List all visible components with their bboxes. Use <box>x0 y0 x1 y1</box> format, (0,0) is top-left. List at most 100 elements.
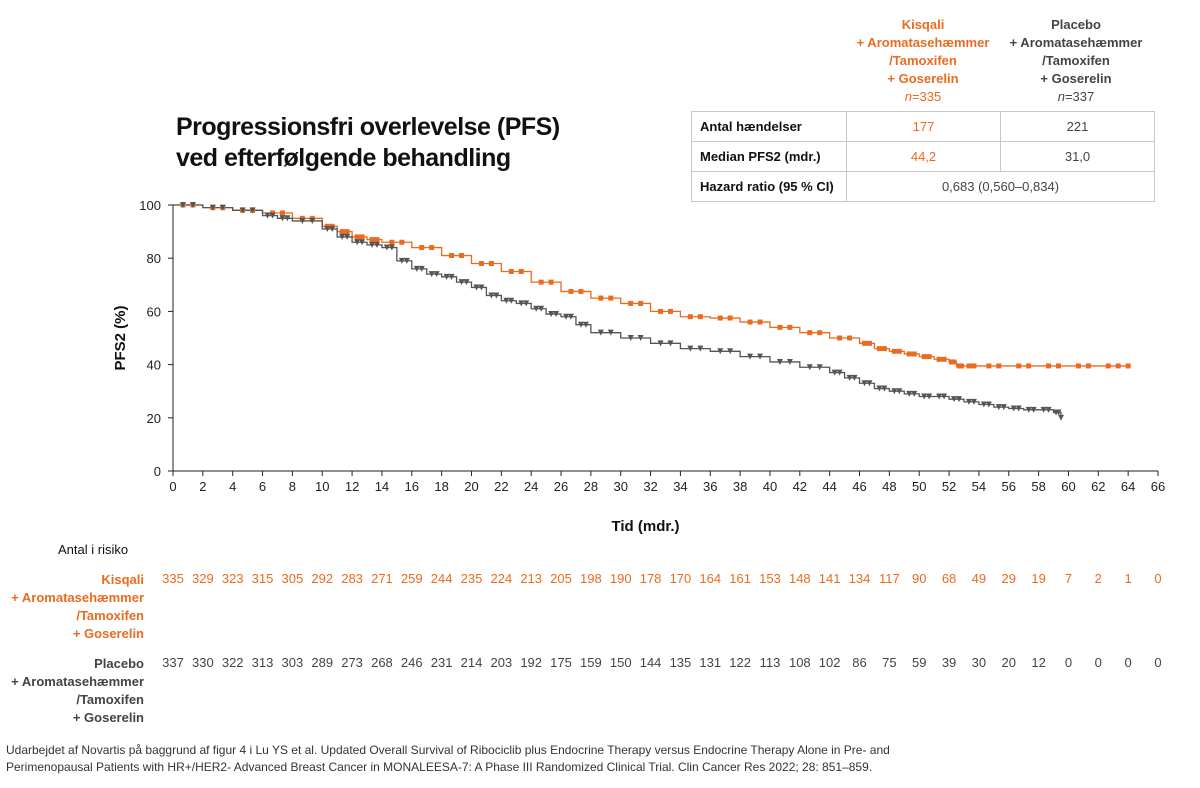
censor-mark-kisqali <box>911 351 917 357</box>
censor-mark-placebo <box>970 398 977 405</box>
x-tick-label: 48 <box>882 479 896 494</box>
at-risk-kisqali-value: 19 <box>1031 571 1046 586</box>
censor-mark-kisqali <box>926 354 932 360</box>
censor-mark-placebo <box>667 340 674 347</box>
censor-mark-kisqali <box>389 239 395 245</box>
censor-mark-kisqali <box>921 354 927 360</box>
censor-mark-placebo <box>911 390 918 397</box>
censor-mark-kisqali <box>951 359 957 365</box>
y-tick-label: 80 <box>147 251 161 266</box>
km-plot: 0 2 4 6 8 10 12 14 16 18 20 22 24 26 28 30 32 34 36 38 40 42 4… <box>112 198 1165 535</box>
at-risk-kisqali-value: 141 <box>818 571 841 586</box>
x-tick-label: 2 <box>199 479 206 494</box>
censor-mark-kisqali <box>1046 363 1052 369</box>
at-risk-placebo-value: 214 <box>460 655 483 670</box>
median-label: Median PFS2 (mdr.) <box>691 141 847 172</box>
censor-mark-placebo <box>508 297 515 304</box>
at-risk-kisqali-value: 244 <box>430 571 453 586</box>
censor-mark-kisqali <box>344 229 350 235</box>
censor-mark-placebo <box>1000 404 1007 411</box>
censor-mark-placebo <box>965 398 972 405</box>
at-risk-placebo-value: 330 <box>191 655 214 670</box>
censor-mark-kisqali <box>399 239 405 245</box>
censor-mark-placebo <box>956 396 963 403</box>
at-risk-kisqali-value: 2 <box>1094 571 1102 586</box>
censor-mark-placebo <box>567 313 574 320</box>
censor-mark-placebo <box>1045 406 1052 413</box>
chart-title-line2: ved efterfølgende behandling <box>176 144 511 172</box>
placebo-n-value: =337 <box>1064 89 1095 104</box>
censor-mark-kisqali <box>429 245 435 251</box>
kisqali-header-line3: /Tamoxifen <box>889 53 957 68</box>
censor-mark-placebo <box>1040 406 1047 413</box>
chart-title: Progressionsfri overlevelse (PFS) ved ef… <box>176 112 560 174</box>
x-tick-label: 24 <box>524 479 538 494</box>
at-risk-placebo-value: 113 <box>759 655 781 670</box>
censor-mark-placebo <box>428 271 435 278</box>
x-tick-label: 10 <box>315 479 329 494</box>
censor-mark-kisqali <box>518 269 524 274</box>
kisqali-arm-header: Kisqali + Aromatasehæmmer /Tamoxifen + G… <box>846 16 1000 106</box>
censor-mark-placebo <box>368 241 375 248</box>
censor-mark-placebo <box>816 364 823 371</box>
censor-mark-placebo <box>413 265 420 272</box>
at-risk-kisqali-value: 68 <box>941 571 957 586</box>
x-tick-label: 66 <box>1151 479 1165 494</box>
censor-mark-placebo <box>329 225 336 232</box>
censor-mark-kisqali <box>538 279 544 285</box>
at-risk-placebo-value: 273 <box>341 655 363 670</box>
censor-mark-placebo <box>473 284 480 291</box>
x-tick-label: 58 <box>1031 479 1045 494</box>
at-risk-kisqali-value: 178 <box>639 571 662 586</box>
censor-mark-kisqali <box>1085 363 1091 369</box>
footnote-line2: Perimenopausal Patients with HR+/HER2- A… <box>6 760 873 774</box>
censor-mark-placebo <box>354 239 361 246</box>
censor-mark-placebo <box>209 204 216 211</box>
x-tick-label: 28 <box>584 479 598 494</box>
censor-mark-kisqali <box>598 295 604 301</box>
at-risk-title: Antal i risiko <box>58 542 129 557</box>
at-risk-placebo-value: 268 <box>371 655 393 670</box>
x-tick-label: 26 <box>554 479 568 494</box>
at-risk-kisqali-value: 29 <box>1001 571 1016 586</box>
censor-mark-placebo <box>697 345 704 352</box>
curves <box>173 204 1129 418</box>
censor-mark-placebo <box>836 369 843 376</box>
at-risk-kisqali-value: 148 <box>788 571 811 586</box>
censor-mark-kisqali <box>508 269 514 274</box>
placebo-header-line3: /Tamoxifen <box>1042 53 1110 68</box>
censor-mark-kisqali <box>717 315 723 321</box>
censor-mark-placebo <box>1030 406 1037 413</box>
at-risk-placebo-value: 30 <box>971 655 987 670</box>
censor-mark-kisqali <box>986 363 992 369</box>
censor-mark-placebo <box>866 380 873 387</box>
at-risk-kisqali-value: 161 <box>729 571 751 586</box>
y-axis-label: PFS2 (%) <box>112 305 129 370</box>
at-risk-placebo-value: 20 <box>1001 655 1016 670</box>
censor-mark-kisqali <box>757 319 763 325</box>
at-risk-placebo-value: 135 <box>669 655 692 670</box>
x-tick-label: 54 <box>972 479 986 494</box>
hr-label: Hazard ratio (95 % CI) <box>691 171 847 202</box>
hr-value: 0,683 (0,560–0,834) <box>846 171 1155 202</box>
censor-mark-placebo <box>995 404 1002 411</box>
footnote: Udarbejdet af Novartis på baggrund af fi… <box>6 742 1106 776</box>
at-risk-placebo-value: 203 <box>490 655 513 670</box>
chart-title-line1: Progressionsfri overlevelse (PFS) <box>176 113 560 141</box>
x-tick-label: 50 <box>912 479 926 494</box>
placebo-n-label: n <box>1057 89 1065 104</box>
x-tick-label: 0 <box>169 479 176 494</box>
censor-mark-kisqali <box>449 253 455 259</box>
censor-mark-kisqali <box>777 324 783 330</box>
at-risk-kisqali-value: 1 <box>1124 571 1132 586</box>
at-risk-placebo-value: 322 <box>221 655 244 670</box>
x-axis-label: Tid (mdr.) <box>611 518 679 535</box>
at-risk-kisqali-value: 134 <box>848 571 871 586</box>
censor-mark-placebo <box>806 364 813 371</box>
censor-mark-placebo <box>373 241 380 248</box>
at-risk-placebo-label-line1: Placebo <box>94 656 144 671</box>
censor-mark-kisqali <box>548 279 554 285</box>
at-risk-placebo-value: 231 <box>430 655 453 670</box>
censor-mark-kisqali <box>687 314 693 320</box>
x-tick-label: 60 <box>1061 479 1075 494</box>
